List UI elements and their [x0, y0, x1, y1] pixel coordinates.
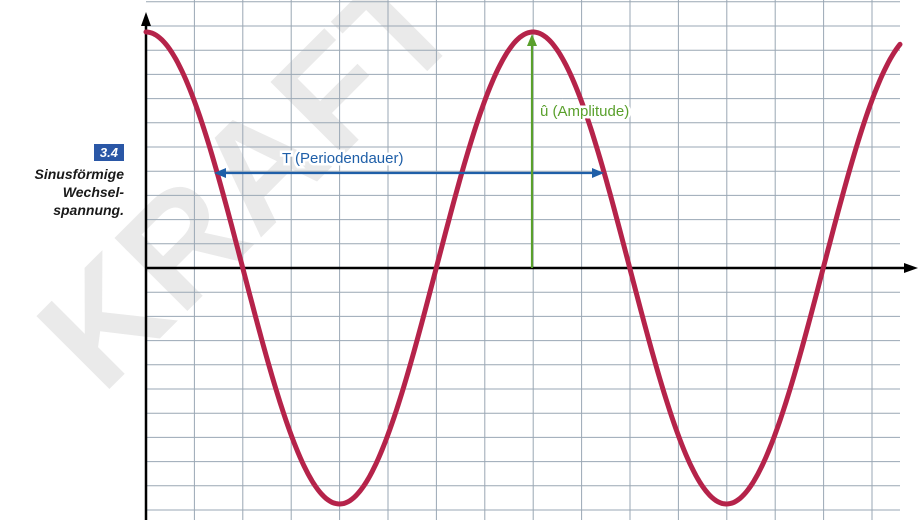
grid — [146, 0, 900, 520]
period-arrowhead-right — [592, 168, 604, 178]
sine-curve — [143, 29, 903, 507]
figure-caption: 3.4 Sinusförmige Wechsel- spannung. — [0, 144, 124, 219]
figure-caption-text: Sinusförmige Wechsel- spannung. — [34, 166, 124, 218]
period-label: T (Periodendauer) — [282, 150, 403, 167]
amplitude-arrowhead — [527, 34, 537, 46]
y-axis-arrowhead — [141, 12, 151, 26]
period-arrowhead-left — [214, 168, 226, 178]
x-axis-arrowhead — [904, 263, 918, 273]
axes — [141, 12, 918, 520]
figure-number: 3.4 — [93, 144, 124, 161]
period-arrow — [214, 168, 604, 178]
amplitude-label: û (Amplitude) — [540, 103, 629, 120]
amplitude-arrow — [527, 34, 537, 268]
